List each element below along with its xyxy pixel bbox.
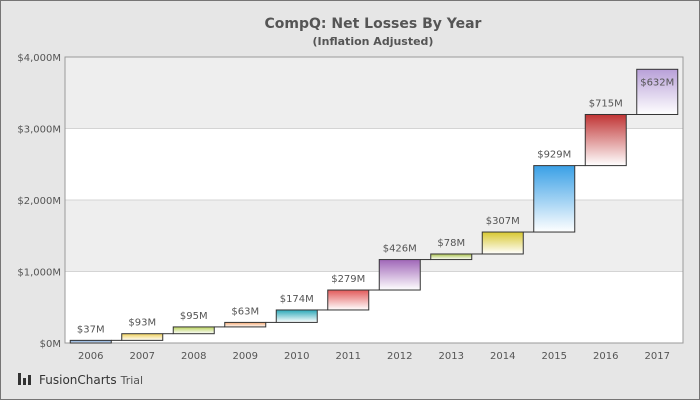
data-label-2011: $279M [331, 274, 365, 285]
bar-2015[interactable] [533, 165, 576, 233]
y-tick-label: $4,000M [17, 53, 61, 64]
x-tick-label-2012: 2012 [387, 351, 412, 362]
data-label-2006: $37M [77, 324, 105, 335]
bar-2008[interactable] [172, 326, 215, 335]
grid-band [65, 200, 683, 272]
bar-2012[interactable] [378, 259, 421, 291]
y-tick-label: $0M [40, 339, 61, 350]
data-label-2015: $929M [537, 150, 571, 161]
x-tick-label-2013: 2013 [439, 351, 464, 362]
x-tick-label-2008: 2008 [181, 351, 206, 362]
data-label-2012: $426M [383, 244, 417, 255]
branding-trial-text: Trial [120, 374, 143, 387]
x-tick-label-2006: 2006 [78, 351, 103, 362]
y-tick-label: $2,000M [17, 196, 61, 207]
bar-2010[interactable] [275, 309, 318, 323]
bar-2011[interactable] [327, 289, 370, 311]
fusioncharts-logo-icon [18, 373, 31, 385]
data-label-2007: $93M [128, 318, 156, 329]
grid-band [65, 57, 683, 129]
x-tick-label-2011: 2011 [336, 351, 361, 362]
data-label-2014: $307M [486, 216, 520, 227]
y-tick-label: $1,000M [17, 268, 61, 279]
bar-2017[interactable] [636, 68, 679, 115]
x-tick-label-2007: 2007 [130, 351, 155, 362]
data-label-2017: $632M [640, 77, 674, 88]
x-tick-label-2009: 2009 [233, 351, 258, 362]
data-label-2009: $63M [231, 306, 259, 317]
chart-subtitle: (Inflation Adjusted) [313, 35, 434, 48]
plot-border [64, 56, 684, 344]
branding-text: FusionCharts Trial [39, 373, 143, 387]
branding: FusionCharts Trial [18, 373, 143, 387]
branding-logo-text: FusionCharts [39, 373, 117, 387]
bar-2016[interactable] [584, 113, 627, 167]
data-label-2013: $78M [437, 238, 465, 249]
bar-2014[interactable] [481, 231, 524, 255]
x-tick-label-2010: 2010 [284, 351, 309, 362]
x-tick-label-2014: 2014 [490, 351, 515, 362]
x-tick-label-2017: 2017 [645, 351, 670, 362]
x-tick-label-2015: 2015 [542, 351, 567, 362]
y-tick-label: $3,000M [17, 125, 61, 136]
x-tick-label-2016: 2016 [593, 351, 618, 362]
bar-2007[interactable] [121, 333, 164, 341]
data-label-2008: $95M [180, 311, 208, 322]
chart-title: CompQ: Net Losses By Year [265, 16, 482, 32]
bar-2009[interactable] [224, 321, 267, 328]
data-label-2010: $174M [280, 294, 314, 305]
bar-2006[interactable] [69, 339, 112, 344]
data-label-2016: $715M [589, 98, 623, 109]
bar-2013[interactable] [430, 253, 473, 261]
